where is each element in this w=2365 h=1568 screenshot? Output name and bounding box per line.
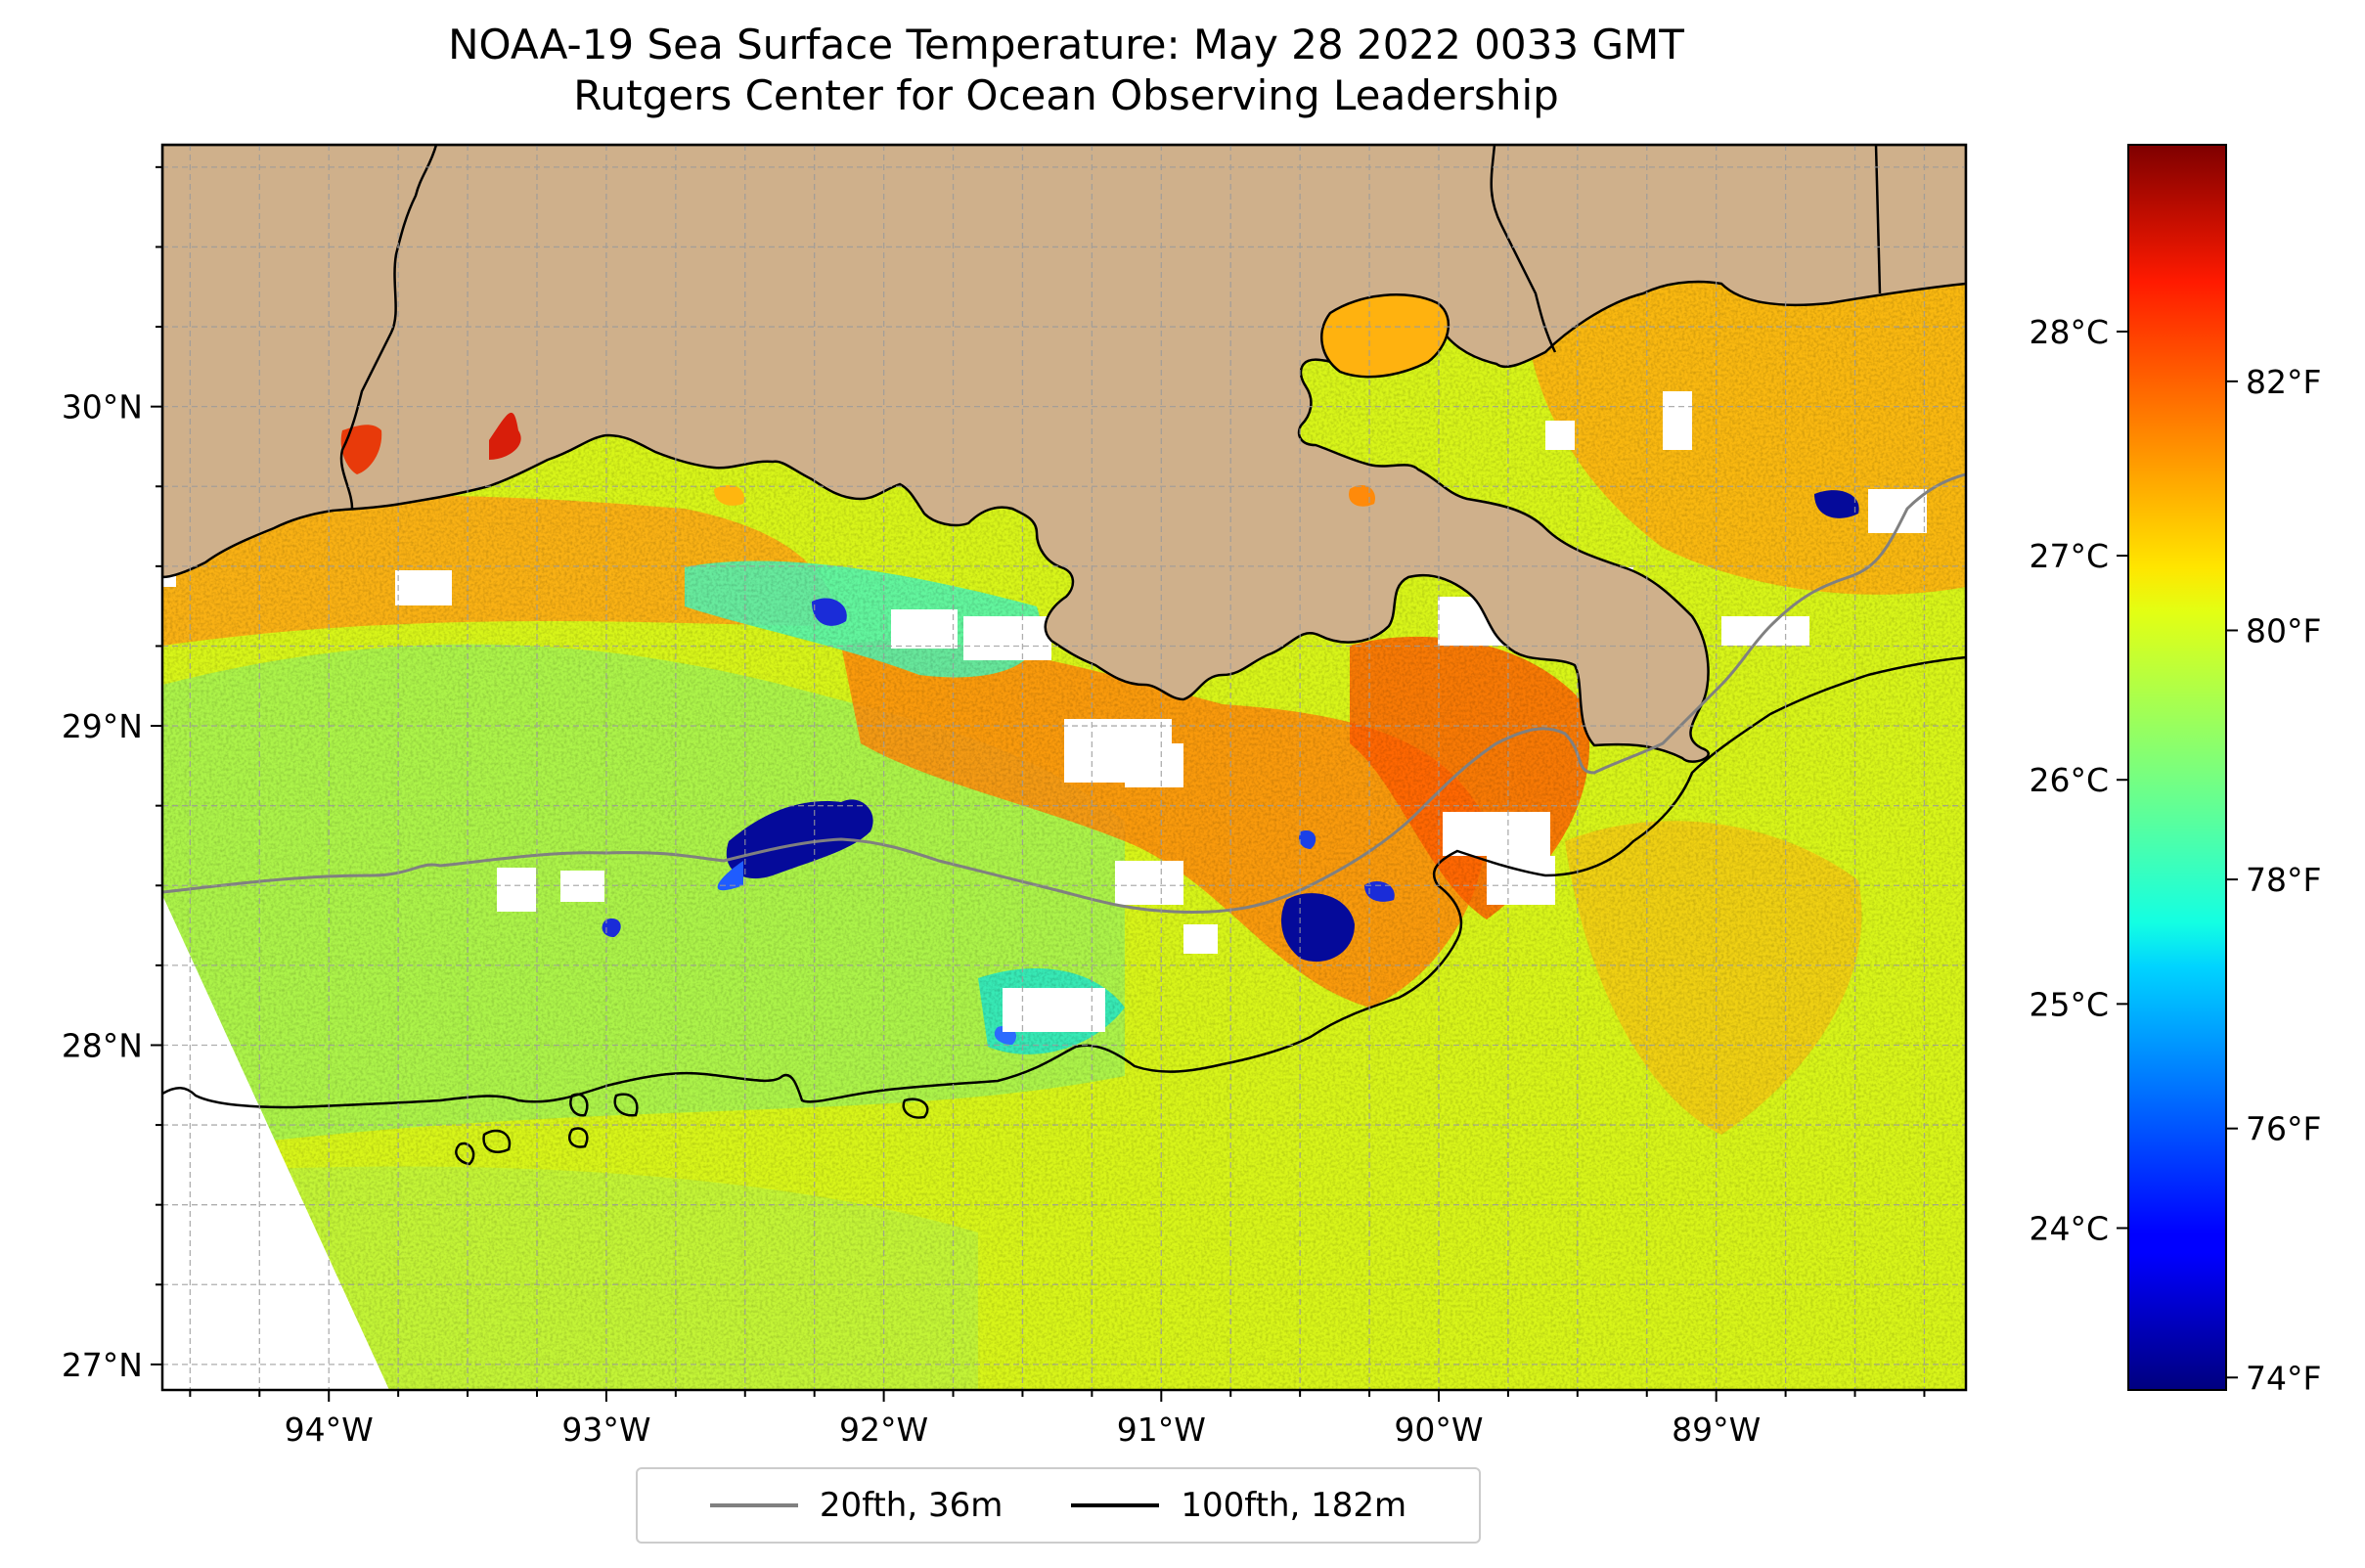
chart-title: NOAA-19 Sea Surface Temperature: May 28 …: [0, 20, 2132, 121]
celsius-tick-label: 27°C: [2029, 537, 2109, 575]
celsius-tick-label: 28°C: [2029, 313, 2109, 351]
lat-tick-label: 27°N: [62, 1346, 143, 1384]
celsius-tick-label: 26°C: [2029, 761, 2109, 799]
graticule: [162, 145, 1966, 1390]
legend-label-100fth: 100fth, 182m: [1181, 1486, 1407, 1525]
white-lake: [489, 412, 521, 460]
title-line-2: Rutgers Center for Ocean Observing Leade…: [573, 71, 1559, 119]
lon-tick-label: 94°W: [285, 1411, 374, 1449]
state-boundary-west: [339, 145, 438, 510]
calcasieu-lake: [340, 425, 382, 474]
legend-swatch-gray: [709, 1503, 798, 1507]
state-boundary-ms-al: [1874, 145, 1882, 294]
longitude-axis: 94°W 93°W 92°W 91°W 90°W 89°W: [189, 1390, 1926, 1449]
cold-patch-small: [1299, 830, 1316, 849]
swath-edge-nodata: [162, 895, 389, 1390]
lon-tick-label: 90°W: [1394, 1411, 1483, 1449]
bay-small: [1349, 484, 1375, 507]
isobath-20-fathom: [162, 472, 1966, 914]
title-line-1: NOAA-19 Sea Surface Temperature: May 28 …: [448, 21, 1684, 68]
lat-tick-label: 29°N: [62, 707, 143, 745]
lon-tick-label: 89°W: [1672, 1411, 1761, 1449]
celsius-tick-label: 25°C: [2029, 985, 2109, 1023]
cold-patch-east: [1814, 490, 1859, 518]
fahrenheit-tick-label: 80°F: [2246, 611, 2321, 650]
fahrenheit-tick-label: 74°F: [2246, 1359, 2321, 1397]
fahrenheit-tick-label: 78°F: [2246, 861, 2321, 899]
legend-entry-20fth: 20fth, 36m: [709, 1486, 1004, 1525]
cold-patch: [717, 861, 743, 891]
lon-tick-label: 92°W: [839, 1411, 928, 1449]
lon-tick-label: 91°W: [1117, 1411, 1206, 1449]
isobath-legend: 20fth, 36m 100fth, 182m: [636, 1467, 1481, 1544]
fahrenheit-tick-label: 76°F: [2246, 1110, 2321, 1148]
cold-patch-central: [1364, 880, 1395, 902]
legend-swatch-black: [1071, 1503, 1160, 1507]
cold-eddy-west: [726, 799, 873, 879]
legend-label-20fth: 20fth, 36m: [819, 1486, 1004, 1525]
latitude-axis: 30°N 29°N 28°N 27°N: [62, 165, 162, 1384]
cold-patch-coast: [812, 598, 847, 626]
lon-tick-label: 93°W: [561, 1411, 650, 1449]
celsius-tick-label: 24°C: [2029, 1210, 2109, 1248]
fahrenheit-tick-label: 82°F: [2246, 363, 2321, 401]
legend-entry-100fth: 100fth, 182m: [1071, 1486, 1406, 1525]
map-frame: [160, 143, 1968, 1392]
colorbar: [2127, 144, 2227, 1391]
lake-pontchartrain: [1320, 293, 1450, 379]
state-boundary-east: [1490, 145, 1557, 353]
vermilion-bay: [714, 484, 744, 506]
colorbar-fahrenheit-axis: 82°F 80°F 78°F 76°F 74°F: [2226, 363, 2321, 1397]
map-plot-area: [162, 145, 1966, 1390]
lat-tick-label: 30°N: [62, 388, 143, 426]
lat-tick-label: 28°N: [62, 1026, 143, 1064]
colorbar-celsius-axis: 28°C 27°C 26°C 25°C 24°C: [2029, 313, 2128, 1248]
